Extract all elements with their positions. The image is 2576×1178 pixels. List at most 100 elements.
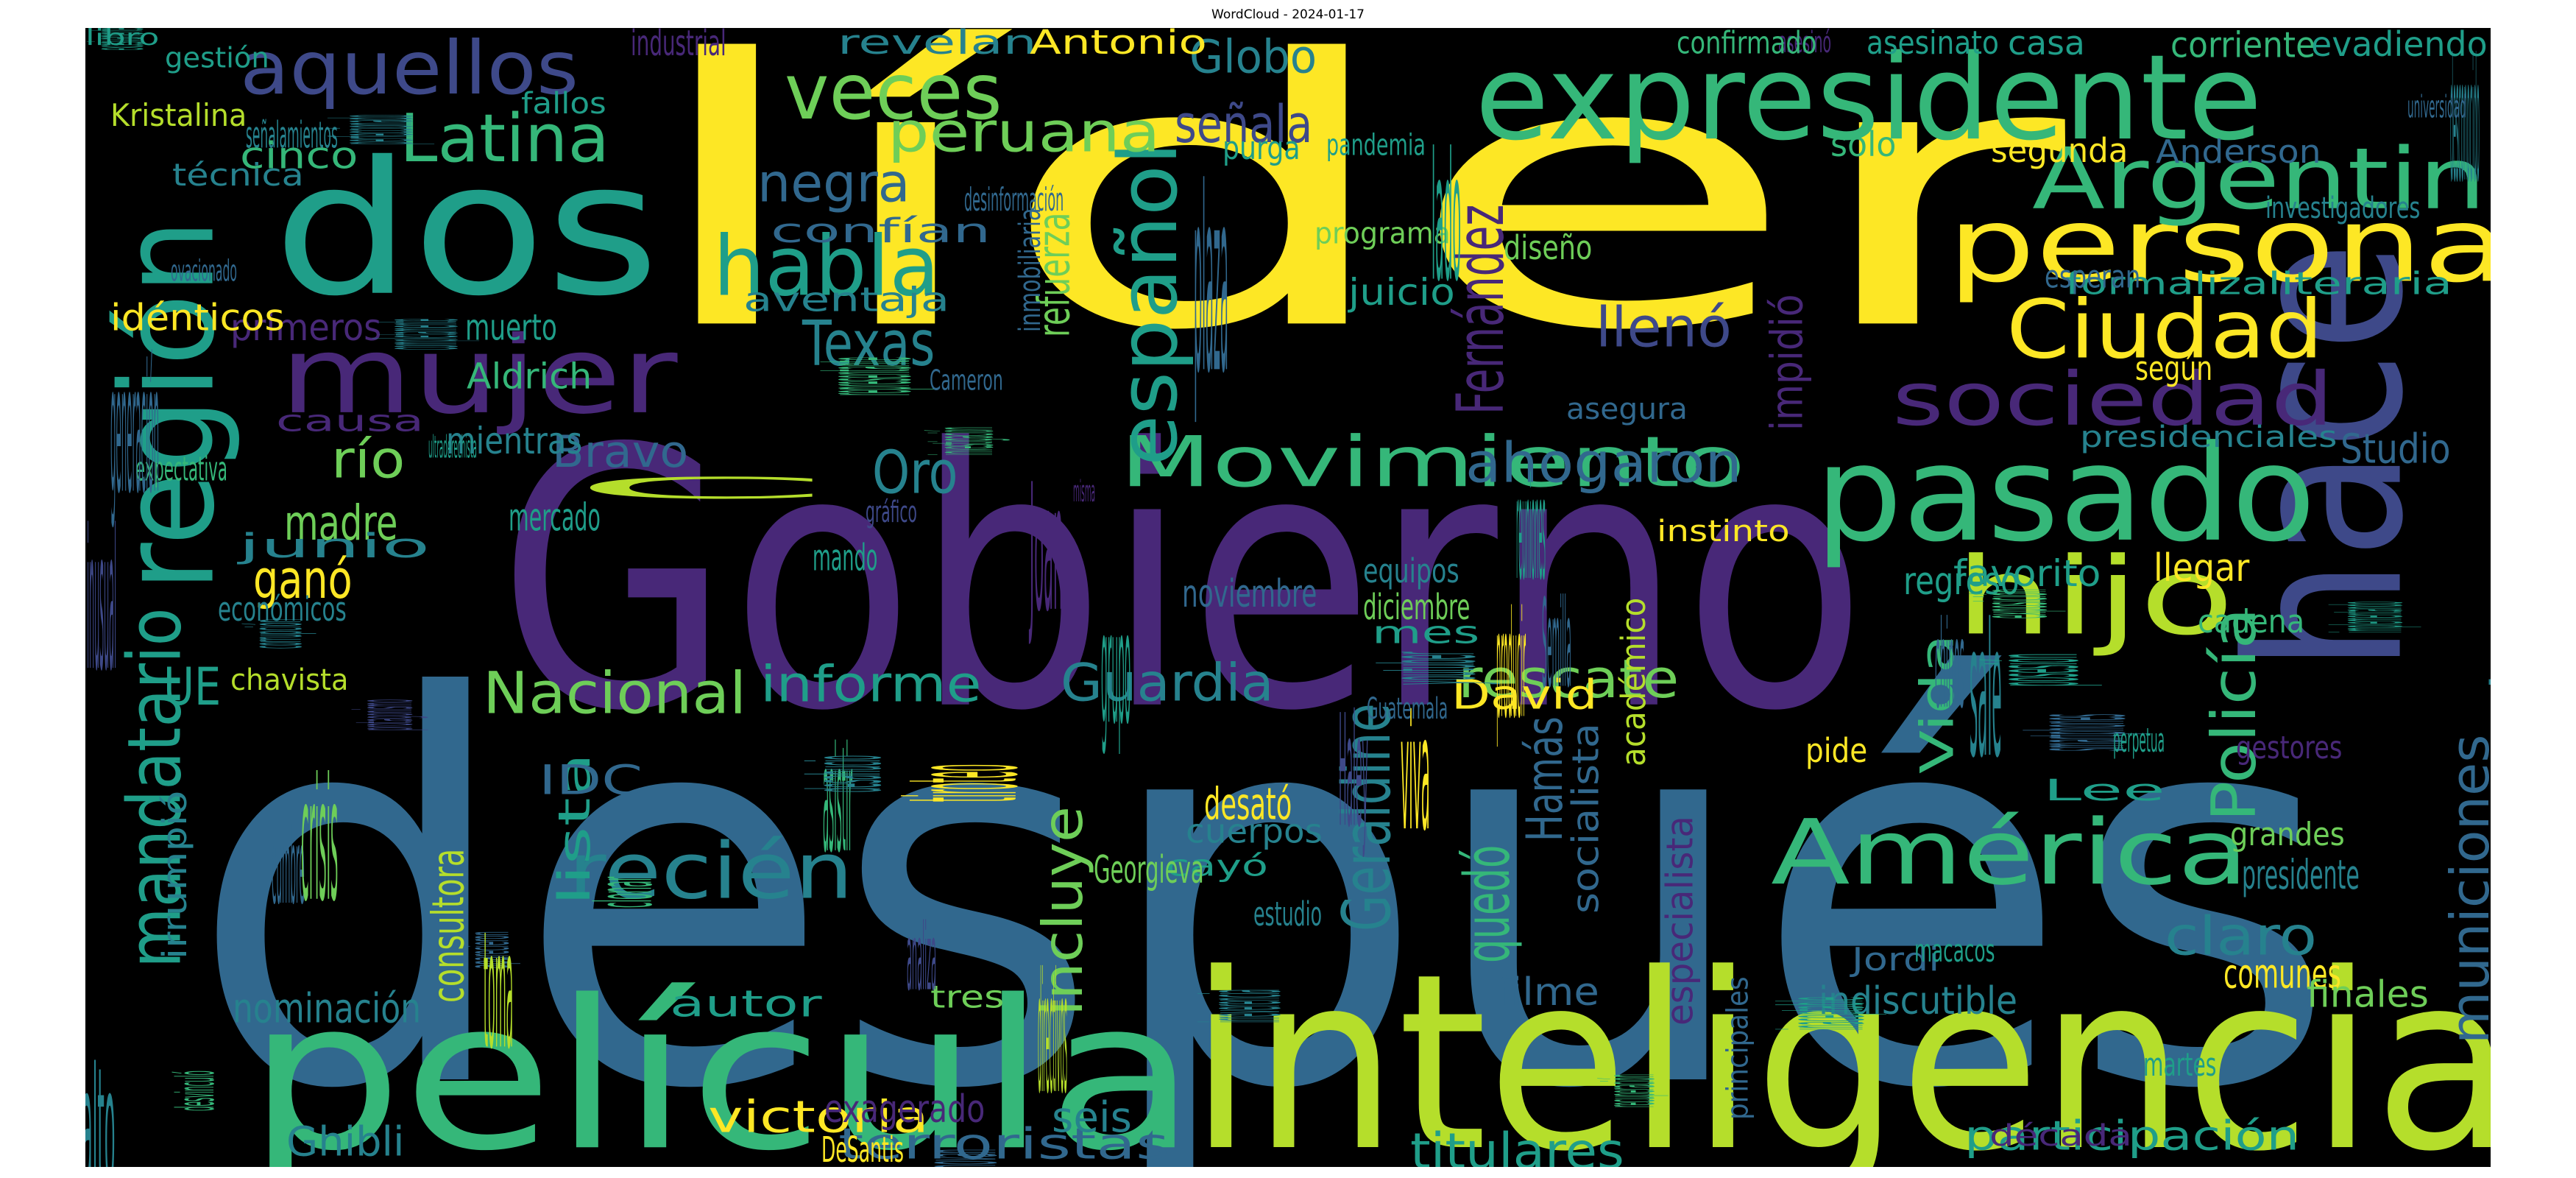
cloud-word: inaceptable	[1763, 997, 1894, 1030]
cloud-word: película	[247, 957, 1197, 1167]
cloud-word: Lee	[2043, 775, 2165, 808]
cloud-word: analiza	[907, 909, 937, 1015]
cloud-word: victoria	[708, 1092, 930, 1143]
cloud-word: señala	[1175, 95, 1313, 155]
cloud-word: irreverencia	[1186, 989, 1309, 1023]
cloud-word: asegura	[1566, 393, 1688, 427]
cloud-word: América	[1771, 800, 2249, 906]
cloud-word: posesión	[1972, 653, 2110, 686]
cloud-word: nominación	[233, 984, 422, 1032]
cloud-word: Joan	[1030, 457, 1064, 657]
cloud-word: español	[1102, 141, 1196, 467]
cloud-word: académico	[1616, 597, 1655, 766]
cloud-word: juicio	[1348, 272, 1455, 315]
cloud-word: Guatemala	[1367, 693, 1448, 727]
cloud-word: Aldrich	[467, 355, 592, 398]
cloud-word: Donovan	[895, 1149, 1023, 1167]
cloud-word: Texas	[802, 307, 935, 381]
cloud-word: martes	[2143, 1048, 2217, 1084]
cloud-word: revelan	[838, 28, 1037, 63]
cloud-word: sociedad	[1892, 356, 2334, 443]
cloud-word: Cameron	[930, 365, 1003, 398]
cloud-word: río	[331, 430, 406, 490]
cloud-word: aquellos	[240, 28, 579, 111]
cloud-word: impidió	[1761, 294, 1813, 431]
cloud-word: primeros	[230, 306, 382, 350]
cloud-word: Movimiento	[1119, 421, 1746, 503]
word-cloud: líder después Gobierno hace dos región películ…	[85, 28, 2491, 1167]
cloud-word: socialista	[1566, 722, 1609, 914]
cloud-word: Ciudad	[2006, 281, 2324, 377]
cloud-word: Gobierno	[498, 373, 1867, 790]
cloud-word: youtuber	[1362, 652, 1509, 685]
cloud-word: desvinculó	[169, 1071, 228, 1111]
cloud-word: mes	[1372, 616, 1480, 652]
cloud-word: participación	[1964, 1112, 2300, 1160]
cloud-word: mando	[813, 538, 878, 581]
cloud-word: indiscutible	[1819, 979, 2018, 1023]
cloud-word: literaria	[2268, 265, 2452, 302]
cloud-word: mujer	[280, 312, 678, 438]
cloud-word: presidenciales	[2080, 419, 2338, 454]
cloud-word: habla	[713, 217, 940, 314]
cloud-word: programa	[1314, 216, 1451, 252]
cloud-word: finales	[2307, 975, 2429, 1017]
cloud-word: alto	[85, 1034, 116, 1167]
cloud-word: Georgieva	[1094, 850, 1204, 894]
cloud-word: purga	[1222, 129, 1301, 168]
cloud-word: Studio	[2340, 426, 2451, 473]
cloud-word: mercado	[509, 495, 601, 540]
cloud-word: generación	[110, 338, 160, 539]
cloud-word: muerto	[465, 306, 557, 349]
cloud-word: macacos	[1914, 934, 1995, 970]
cloud-word: década	[1989, 1120, 2132, 1154]
cloud-word: representante	[791, 357, 941, 395]
cloud-word: recién	[568, 827, 854, 917]
cloud-word: sale	[1970, 596, 2002, 805]
cloud-word: libro	[85, 28, 160, 52]
cloud-word: completamente	[361, 319, 486, 350]
cloud-word: segunda	[1991, 132, 2129, 171]
cloud-word: incautaron	[2480, 359, 2491, 691]
cloud-word: corriente	[2170, 28, 2316, 67]
cloud-word: desconocido	[2450, 33, 2480, 226]
cloud-word: gestión	[165, 43, 269, 75]
cloud-word: aventaja	[743, 281, 950, 320]
cloud-word: Anderson	[2156, 133, 2321, 172]
cloud-word: C	[569, 473, 833, 507]
cloud-word: consultora	[425, 848, 475, 1003]
cloud-word: plaza	[1194, 133, 1228, 433]
cloud-word: estudio	[1253, 896, 1323, 935]
cloud-word: esperan	[2045, 258, 2141, 296]
cloud-word: inusual	[87, 490, 117, 716]
cloud-word: irrumpió	[157, 790, 196, 959]
cloud-word: filme	[1496, 970, 1599, 1015]
cloud-word: hijo	[1955, 534, 2234, 660]
cloud-word: grupo	[1101, 588, 1131, 764]
cloud-word: investigación	[919, 427, 1016, 455]
cloud-word: Argentina	[2032, 129, 2491, 229]
cloud-word: implementando	[2318, 602, 2427, 632]
cloud-word: confían	[771, 213, 991, 252]
cloud-word: mientras	[446, 420, 583, 464]
cloud-word: causa	[276, 403, 424, 439]
cloud-word: noviembre	[1182, 574, 1317, 618]
cloud-word: directivos	[1038, 948, 1067, 1137]
cloud-word: recuperación	[1593, 1074, 1673, 1107]
cloud-word: protagonismo	[339, 699, 431, 730]
cloud-word: después	[188, 588, 2338, 1167]
cloud-word: Guardia	[1061, 652, 1274, 713]
cloud-word: desinformación	[964, 183, 1064, 219]
cloud-word: inteligencia	[1189, 924, 2491, 1167]
cloud-word: evadiendo	[2311, 28, 2488, 66]
cloud-word: regreso	[1903, 559, 2020, 604]
cloud-word: producir	[1496, 588, 1526, 757]
cloud-word: Antonio	[1030, 28, 1207, 63]
cloud-word: ganó	[253, 549, 353, 611]
cloud-word: asesinó	[1778, 28, 1832, 60]
cloud-word: gráfico	[866, 496, 917, 530]
cloud-word: investigadores	[2265, 192, 2421, 226]
cloud-word: instinto	[1657, 515, 1790, 549]
cloud-word: Latina	[400, 99, 610, 177]
cloud-word: llegar	[2154, 546, 2250, 591]
